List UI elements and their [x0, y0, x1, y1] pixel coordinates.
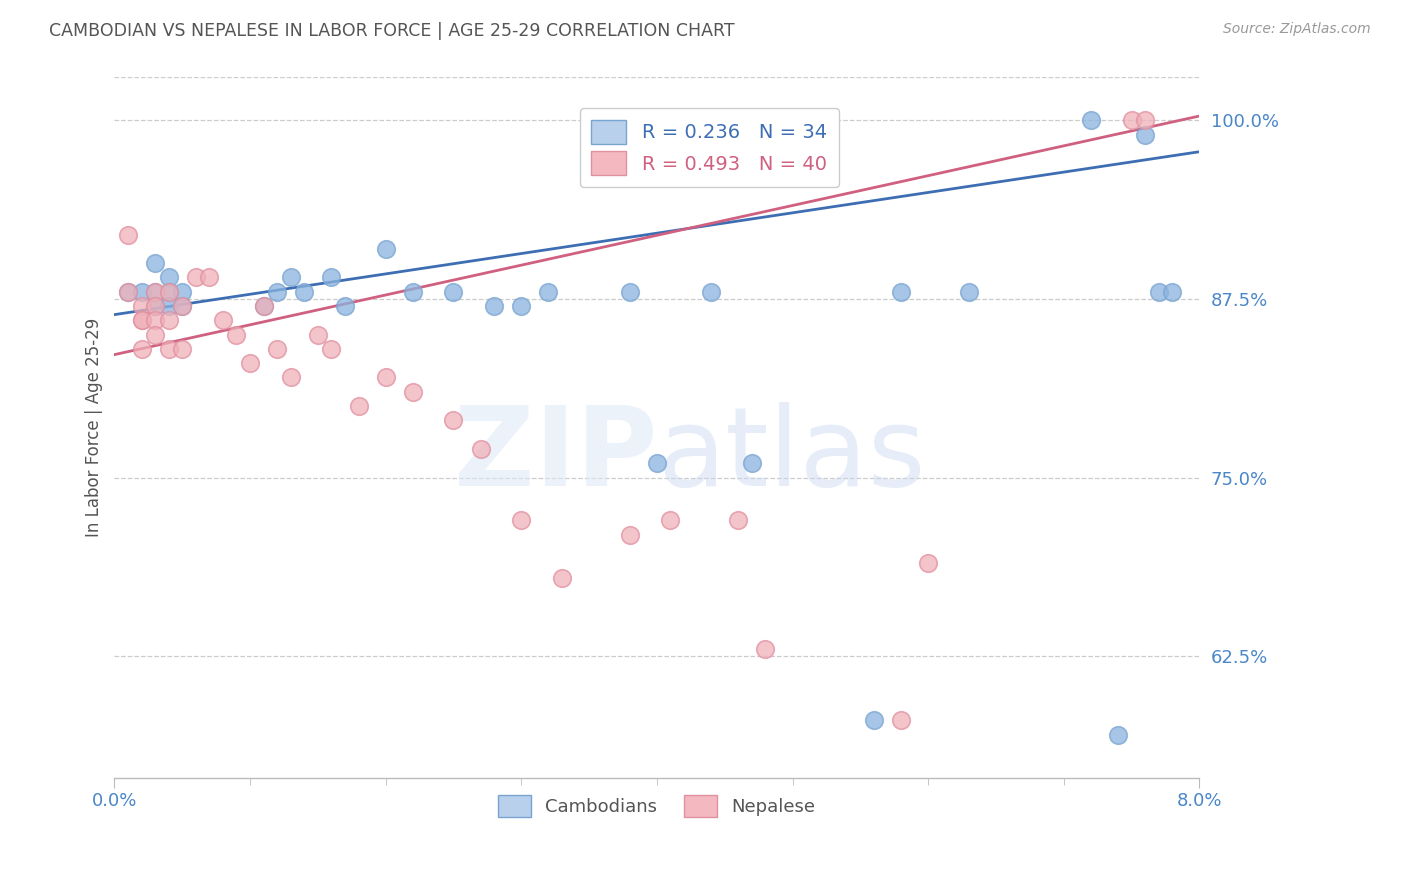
Text: CAMBODIAN VS NEPALESE IN LABOR FORCE | AGE 25-29 CORRELATION CHART: CAMBODIAN VS NEPALESE IN LABOR FORCE | A… [49, 22, 735, 40]
Point [131, 342, 153, 356]
Point [143, 313, 166, 327]
Point [280, 370, 302, 384]
Point [157, 299, 180, 313]
Point [510, 513, 533, 527]
Point [143, 256, 166, 270]
Point [1161, 285, 1184, 299]
Point [537, 285, 560, 299]
Point [1133, 113, 1156, 128]
Point [307, 327, 329, 342]
Point [754, 642, 776, 657]
Point [131, 299, 153, 313]
Point [333, 299, 356, 313]
Point [347, 399, 370, 413]
Point [890, 285, 912, 299]
Point [157, 342, 180, 356]
Point [700, 285, 723, 299]
Point [619, 527, 641, 541]
Point [172, 342, 194, 356]
Text: atlas: atlas [657, 402, 925, 509]
Point [510, 299, 533, 313]
Point [659, 513, 682, 527]
Point [212, 313, 235, 327]
Text: ZIP: ZIP [454, 402, 657, 509]
Point [443, 413, 465, 427]
Point [266, 342, 288, 356]
Point [402, 285, 425, 299]
Point [1147, 285, 1170, 299]
Point [266, 285, 288, 299]
Point [157, 285, 180, 299]
Point [645, 456, 668, 470]
Point [727, 513, 749, 527]
Point [1080, 113, 1102, 128]
Point [131, 285, 153, 299]
Point [443, 285, 465, 299]
Point [131, 313, 153, 327]
Point [1121, 113, 1143, 128]
Point [252, 299, 274, 313]
Point [157, 313, 180, 327]
Point [321, 342, 343, 356]
Legend: Cambodians, Nepalese: Cambodians, Nepalese [491, 788, 823, 824]
Point [470, 442, 492, 456]
Point [252, 299, 274, 313]
Text: Source: ZipAtlas.com: Source: ZipAtlas.com [1223, 22, 1371, 37]
Point [143, 299, 166, 313]
Point [157, 285, 180, 299]
Point [239, 356, 262, 370]
Point [374, 370, 396, 384]
Point [402, 384, 425, 399]
Point [890, 714, 912, 728]
Point [1133, 128, 1156, 142]
Point [117, 227, 139, 242]
Y-axis label: In Labor Force | Age 25-29: In Labor Force | Age 25-29 [86, 318, 103, 537]
Point [225, 327, 247, 342]
Point [143, 285, 166, 299]
Point [184, 270, 207, 285]
Point [957, 285, 980, 299]
Point [321, 270, 343, 285]
Point [143, 299, 166, 313]
Point [172, 299, 194, 313]
Point [117, 285, 139, 299]
Point [198, 270, 221, 285]
Point [131, 313, 153, 327]
Point [374, 242, 396, 256]
Point [292, 285, 315, 299]
Point [917, 556, 939, 570]
Point [172, 299, 194, 313]
Point [280, 270, 302, 285]
Point [1107, 728, 1129, 742]
Point [143, 285, 166, 299]
Point [482, 299, 505, 313]
Point [117, 285, 139, 299]
Point [863, 714, 886, 728]
Point [157, 270, 180, 285]
Point [551, 570, 574, 584]
Point [172, 285, 194, 299]
Point [619, 285, 641, 299]
Point [143, 327, 166, 342]
Point [741, 456, 763, 470]
